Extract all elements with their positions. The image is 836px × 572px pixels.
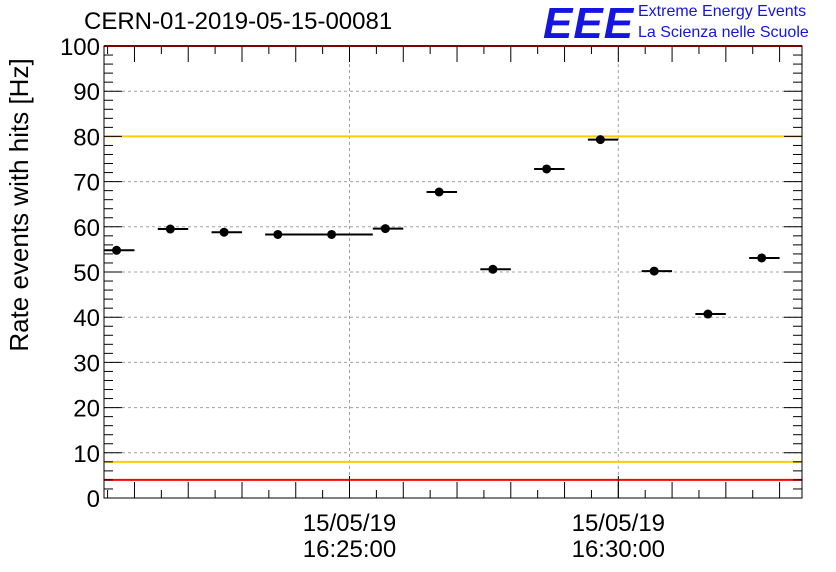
data-point: [542, 164, 552, 174]
y-tick-label: 10: [73, 441, 100, 468]
logo-caption-line1: Extreme Energy Events: [638, 3, 807, 20]
x-tick-label-date: 15/05/19: [303, 510, 396, 537]
reference-lines: [104, 45, 802, 481]
y-tick-label: 80: [73, 124, 100, 151]
y-tick-labels: 0 10 20 30 40 50 60 70 80 90 100: [60, 34, 100, 513]
y-tick-label: 40: [73, 305, 100, 332]
data-point: [703, 309, 713, 319]
data-point: [219, 227, 229, 237]
chart-title: CERN-01-2019-05-15-00081: [84, 8, 393, 35]
data-points: [104, 135, 780, 319]
data-point: [112, 245, 122, 255]
data-point: [327, 229, 337, 239]
y-tick-label: 0: [87, 486, 100, 513]
data-point: [488, 264, 498, 274]
y-tick-label: 100: [60, 34, 100, 61]
y-tick-label: 60: [73, 215, 100, 242]
data-point: [595, 135, 605, 145]
logo-caption-line2: La Scienza nelle Scuole: [638, 24, 809, 41]
data-point: [380, 224, 390, 234]
data-point: [649, 266, 659, 276]
data-point: [757, 253, 767, 263]
eee-logo: EEE: [543, 0, 635, 48]
y-axis-label: Rate events with hits [Hz]: [4, 58, 34, 351]
x-tick-label-date: 15/05/19: [572, 510, 665, 537]
axis-ticks: [104, 45, 802, 499]
y-tick-label: 50: [73, 260, 100, 287]
x-tick-label-time: 16:30:00: [572, 536, 665, 563]
y-tick-label: 30: [73, 350, 100, 377]
data-point: [165, 224, 175, 234]
data-point: [434, 187, 444, 197]
y-tick-label: 90: [73, 79, 100, 106]
x-tick-label-time: 16:25:00: [303, 536, 396, 563]
y-tick-label: 20: [73, 396, 100, 423]
grid-layer: [104, 46, 802, 498]
y-tick-label: 70: [73, 170, 100, 197]
